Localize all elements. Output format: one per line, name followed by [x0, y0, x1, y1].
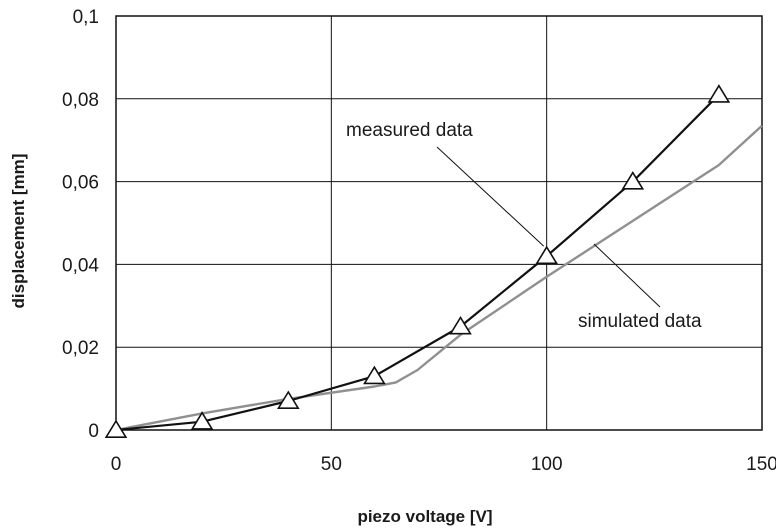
- x-tick-label: 100: [531, 454, 563, 475]
- measured-data-point: [535, 245, 559, 265]
- y-tick-label: 0,04: [62, 255, 99, 276]
- y-tick-label: 0,02: [62, 338, 99, 359]
- simulated-data-leader: [593, 243, 661, 308]
- measured-data-label: measured data: [346, 120, 473, 141]
- simulated-data-label: simulated data: [578, 311, 702, 332]
- measured-data-point: [449, 315, 472, 335]
- plot-frame: [115, 15, 763, 431]
- measured-data-line: [115, 93, 720, 432]
- y-axis-title: displacement [mm]: [9, 154, 28, 309]
- y-tick-label: 0,06: [62, 173, 99, 194]
- x-axis-title: piezo voltage [V]: [357, 507, 492, 526]
- measured-data-point: [621, 171, 645, 190]
- x-tick-label: 150: [746, 454, 776, 475]
- measured-data-point: [190, 411, 214, 430]
- grid: [115, 15, 763, 431]
- y-tick-label: 0,08: [62, 90, 99, 111]
- x-tick-label: 50: [321, 454, 342, 475]
- x-tick-label: 0: [111, 454, 122, 475]
- measured-data-leader: [436, 146, 545, 247]
- measured-data-point: [363, 365, 386, 385]
- series-layer: [104, 84, 763, 439]
- measured-data-point: [276, 390, 300, 410]
- y-axis-tick-labels: 0 0,02 0,04 0,06 0,08 0,1: [62, 7, 99, 442]
- y-tick-label: 0,1: [73, 7, 99, 28]
- measured-data-point: [104, 419, 128, 439]
- annotations: measured data simulated data: [346, 120, 702, 332]
- x-axis-tick-labels: 0 50 100 150: [111, 454, 776, 475]
- simulated-data-line: [115, 124, 763, 432]
- measured-data-point: [707, 84, 731, 103]
- y-tick-label: 0: [88, 421, 99, 442]
